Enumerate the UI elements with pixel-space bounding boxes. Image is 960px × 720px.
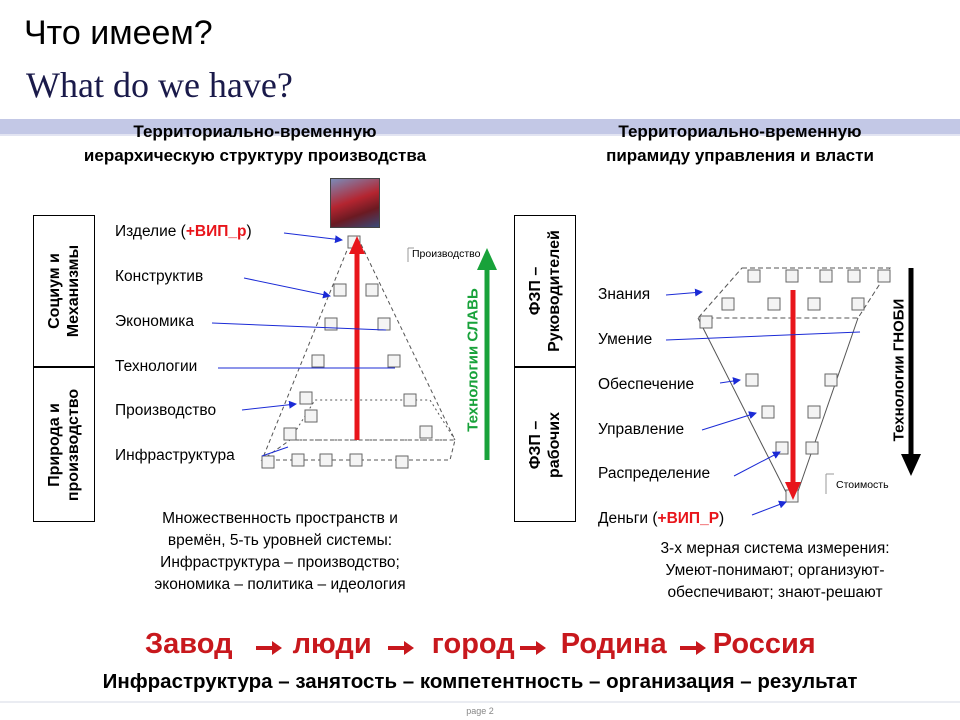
left-level-product: Изделие (+ВИП_р) bbox=[115, 223, 252, 240]
left-caption-line2: времён, 5-ть уровней системы: bbox=[167, 532, 393, 549]
right-vertical-tech: Технологии ГНОБИ bbox=[890, 298, 908, 442]
left-caption-line4: экономика – политика – идеология bbox=[154, 576, 406, 593]
slogan-word-motherland: Родина bbox=[560, 628, 667, 660]
left-caption: Множественность пространств и времён, 5-… bbox=[120, 508, 440, 596]
right-callout: Стоимость bbox=[836, 479, 889, 491]
right-level-management: Управление bbox=[598, 421, 685, 438]
train-image bbox=[330, 178, 380, 228]
header-divider-bar bbox=[0, 119, 960, 134]
header-divider-line bbox=[0, 134, 960, 136]
left-box-bottom: Природа и производство bbox=[33, 367, 95, 522]
bottom-line: Инфраструктура – занятость – компетентно… bbox=[102, 670, 858, 693]
right-caption: 3-х мерная система измерения: Умеют-пони… bbox=[620, 538, 930, 604]
right-caption-line3: обеспечивают; знают-решают bbox=[667, 584, 883, 601]
right-caption-line1: 3-х мерная система измерения: bbox=[660, 540, 890, 557]
left-callout: Производство bbox=[412, 248, 481, 260]
right-heading-line2: пирамиду управления и власти bbox=[606, 146, 874, 165]
left-heading-line1: Территориально-временную bbox=[133, 122, 377, 141]
left-pyramid bbox=[260, 237, 456, 461]
left-box-top: Социум и Механизмы bbox=[33, 215, 95, 367]
right-heading: Территориально-временную пирамиду управл… bbox=[530, 120, 950, 168]
left-level-infrastructure: Инфраструктура bbox=[115, 447, 235, 464]
right-heading-line1: Территориально-временную bbox=[618, 122, 862, 141]
slogan-word-people: люди bbox=[292, 628, 372, 660]
left-level-design: Конструктив bbox=[115, 268, 204, 285]
page-number: page 2 bbox=[466, 706, 494, 716]
left-level-production: Производство bbox=[115, 402, 217, 419]
left-level-economy: Экономика bbox=[115, 313, 194, 330]
left-pyramid-cubes bbox=[261, 235, 433, 469]
slogan: Завод люди город Родина Россия bbox=[145, 628, 816, 661]
title-russian: Что имеем? bbox=[24, 14, 213, 52]
left-caption-line3: Инфраструктура – производство; bbox=[160, 554, 400, 571]
right-pyramid-cubes bbox=[699, 269, 891, 503]
left-level-technology: Технологии bbox=[115, 358, 198, 375]
right-level-provision: Обеспечение bbox=[598, 376, 695, 393]
right-level-skill: Умение bbox=[598, 331, 653, 348]
right-level-distribution: Распределение bbox=[598, 465, 711, 482]
slogan-arrows bbox=[256, 641, 706, 655]
slogan-word-russia: Россия bbox=[712, 628, 816, 660]
title-english: What do we have? bbox=[26, 65, 293, 105]
slogan-word-plant: Завод bbox=[145, 628, 233, 660]
left-vertical-tech: Технологии СЛАВЬ bbox=[464, 288, 482, 432]
right-box-top: ФЗП – Руководителей bbox=[514, 215, 576, 367]
right-level-knowledge: Знания bbox=[598, 286, 651, 303]
right-caption-line2: Умеют-понимают; организуют- bbox=[665, 562, 885, 579]
right-pointer-lines bbox=[665, 288, 861, 516]
left-pointer-lines bbox=[211, 232, 395, 457]
slogan-word-city: город bbox=[431, 628, 515, 660]
left-heading: Территориально-временную иерархическую с… bbox=[20, 120, 490, 168]
right-pyramid bbox=[696, 267, 891, 501]
right-level-money: Деньги (+ВИП_Р) bbox=[598, 510, 725, 527]
right-box-bottom: ФЗП – рабочих bbox=[514, 367, 576, 522]
left-caption-line1: Множественность пространств и bbox=[162, 510, 398, 527]
left-heading-line2: иерархическую структуру производства bbox=[83, 146, 427, 165]
